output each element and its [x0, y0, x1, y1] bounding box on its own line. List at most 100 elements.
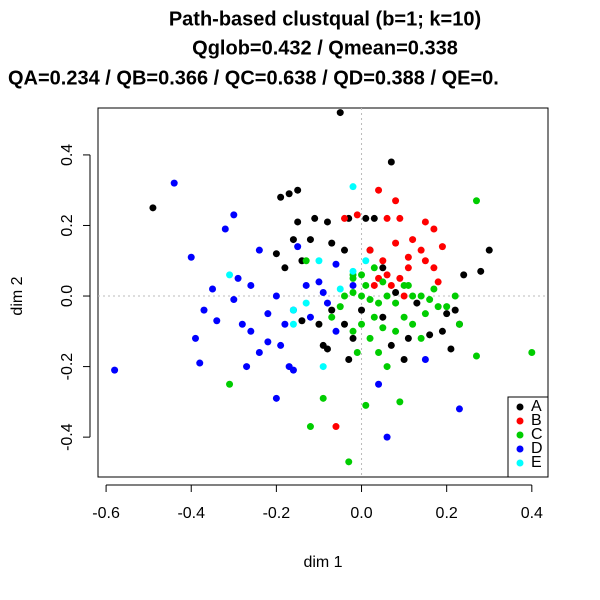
- point: [272, 292, 280, 300]
- point: [375, 380, 383, 388]
- point: [383, 214, 391, 222]
- point: [392, 289, 400, 296]
- point: [379, 324, 387, 332]
- point: [434, 278, 442, 286]
- point: [400, 356, 408, 364]
- point: [349, 289, 357, 296]
- x-tick-label: 0.2: [436, 505, 458, 522]
- point: [370, 281, 378, 289]
- point: [209, 285, 217, 293]
- point: [379, 257, 387, 265]
- point: [443, 303, 451, 311]
- point: [443, 310, 451, 318]
- point: [451, 306, 459, 314]
- point: [272, 250, 280, 258]
- point: [277, 341, 285, 349]
- point: [353, 348, 361, 356]
- point: [396, 214, 404, 222]
- point: [387, 281, 395, 289]
- point: [451, 292, 459, 300]
- point: [111, 366, 119, 374]
- point: [413, 299, 421, 307]
- point: [370, 264, 378, 272]
- point: [340, 292, 348, 300]
- point: [255, 348, 263, 356]
- point: [345, 356, 353, 364]
- point: [328, 313, 336, 321]
- point: [349, 281, 357, 289]
- point: [191, 334, 199, 342]
- point: [362, 401, 370, 409]
- x-tick-label: 0.4: [521, 505, 543, 522]
- point: [421, 310, 429, 318]
- point: [438, 327, 446, 335]
- point: [370, 214, 378, 222]
- point: [230, 296, 238, 304]
- point: [400, 313, 408, 321]
- legend-marker: [516, 403, 524, 411]
- point: [247, 327, 255, 335]
- point: [362, 257, 370, 265]
- point: [340, 320, 348, 328]
- point: [230, 211, 238, 219]
- legend-label: B: [531, 412, 542, 429]
- point: [323, 218, 331, 226]
- point: [455, 405, 463, 413]
- point: [221, 225, 229, 233]
- plot-frame: [97, 107, 549, 478]
- point: [336, 285, 344, 293]
- x-axis-label: dim 1: [303, 554, 342, 571]
- point: [370, 313, 378, 321]
- point: [302, 299, 310, 307]
- point: [358, 306, 366, 314]
- point: [311, 214, 319, 222]
- point: [238, 320, 246, 328]
- point: [340, 214, 348, 222]
- point: [345, 458, 353, 466]
- y-tick-label: 0.2: [59, 214, 76, 236]
- point: [472, 352, 480, 360]
- point: [315, 320, 323, 328]
- point: [375, 186, 383, 194]
- point: [392, 299, 400, 307]
- point: [264, 310, 272, 318]
- point: [430, 225, 438, 233]
- point: [383, 433, 391, 441]
- point: [485, 246, 493, 254]
- point: [294, 218, 302, 226]
- point: [281, 264, 289, 272]
- y-axis-label: dim 2: [9, 276, 26, 315]
- legend-label: E: [531, 454, 542, 471]
- x-tick-label: -0.6: [92, 505, 120, 522]
- x-tick-label: -0.2: [263, 505, 291, 522]
- y-tick-label: 0.0: [59, 285, 76, 307]
- point: [315, 278, 323, 286]
- point: [426, 331, 434, 339]
- point: [362, 214, 370, 222]
- legend-marker: [516, 417, 524, 425]
- point: [383, 363, 391, 371]
- point: [315, 257, 323, 265]
- point: [285, 190, 293, 198]
- point: [302, 257, 310, 265]
- point: [417, 246, 425, 254]
- point: [289, 236, 297, 244]
- point: [358, 292, 366, 300]
- point: [319, 394, 327, 402]
- point: [366, 246, 374, 254]
- point: [340, 246, 348, 254]
- point: [200, 306, 208, 314]
- point: [472, 197, 480, 205]
- point: [336, 109, 344, 117]
- x-tick-label: -0.4: [177, 505, 205, 522]
- point: [264, 338, 272, 346]
- point: [306, 236, 314, 244]
- point: [349, 327, 357, 335]
- point: [417, 292, 425, 300]
- point: [323, 299, 331, 307]
- point: [294, 243, 302, 251]
- point: [289, 320, 297, 328]
- point: [379, 264, 387, 272]
- point: [349, 267, 357, 275]
